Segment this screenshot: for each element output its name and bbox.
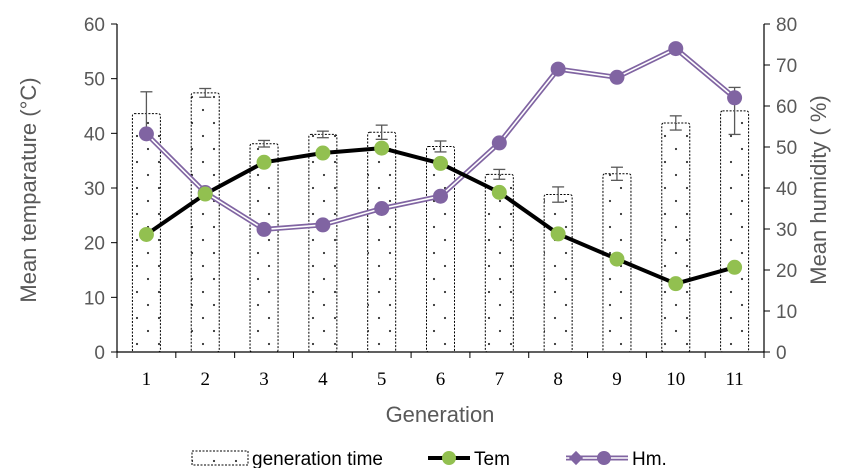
legend-marker-hm-diamond [568, 450, 584, 466]
x-tick-label-11: 11 [725, 369, 743, 390]
legend-label-generation-time: generation time [252, 449, 383, 468]
bars-layer [131, 86, 750, 353]
hm-point-7 [491, 135, 507, 151]
x-tick-label-4: 4 [318, 369, 328, 390]
x-axis-title: Generation [386, 402, 495, 427]
hm-point-9 [609, 69, 625, 85]
left-tick-label-30: 30 [84, 179, 105, 200]
left-tick-label-0: 0 [94, 343, 105, 364]
x-tick-label-5: 5 [377, 369, 387, 390]
hm-point-8 [550, 61, 566, 77]
hm-point-3 [256, 221, 272, 237]
legend-marker-hm [597, 451, 611, 465]
legend-marker-tem [442, 451, 456, 465]
right-tick-label-10: 10 [776, 302, 797, 323]
left-tick-label-50: 50 [84, 70, 105, 91]
hm-point-5 [374, 201, 390, 216]
hm-point-6 [433, 188, 448, 204]
right-tick-label-40: 40 [776, 179, 797, 200]
bar-3 [249, 143, 279, 353]
x-tick-label-6: 6 [436, 369, 446, 390]
right-tick-label-50: 50 [776, 138, 797, 159]
tem-point-1 [138, 226, 154, 242]
tem-point-3 [256, 154, 272, 170]
tem-point-9 [609, 251, 625, 267]
bar-5 [367, 131, 397, 353]
legend-swatch-generation-time [191, 450, 249, 466]
x-tick-label-9: 9 [612, 369, 622, 390]
tem-point-11 [727, 259, 743, 275]
right-tick-label-70: 70 [776, 56, 797, 77]
bar-2 [190, 92, 220, 353]
x-tick-label-1: 1 [142, 369, 152, 390]
tem-point-6 [433, 155, 448, 171]
bar-8 [543, 194, 573, 353]
hm-point-4 [315, 217, 331, 233]
lines-layer [138, 41, 743, 292]
hm-point-1 [138, 126, 154, 142]
bar-4 [308, 133, 338, 353]
x-tick-label-2: 2 [200, 369, 210, 390]
tem-point-2 [197, 186, 213, 202]
axes-layer [111, 23, 770, 358]
tem-point-7 [491, 184, 507, 200]
left-tick-label-20: 20 [84, 234, 105, 255]
left-tick-label-40: 40 [84, 124, 105, 145]
bar-6 [426, 145, 455, 353]
legend-label-tem: Tem [474, 449, 510, 468]
x-tick-label-10: 10 [666, 369, 685, 390]
tem-point-4 [315, 145, 331, 161]
tem-point-8 [550, 226, 566, 242]
right-y-axis-title: Mean humidity ( %) [806, 95, 831, 285]
right-tick-label-60: 60 [776, 97, 797, 118]
right-tick-label-30: 30 [776, 220, 797, 241]
right-tick-label-80: 80 [776, 15, 797, 36]
left-tick-label-60: 60 [84, 15, 105, 36]
tem-point-5 [374, 140, 390, 156]
hm-point-11 [727, 90, 743, 106]
bar-10 [661, 122, 691, 353]
legend-label-hm: Hm. [632, 449, 667, 468]
ticks-layer: 0 10 20 30 40 50 60 0 10 20 30 40 50 60 70 80 1 2 3 4 5 6 7 8 9 1… [84, 15, 797, 390]
right-tick-label-0: 0 [776, 343, 787, 364]
legend: generation time Tem Hm. [191, 449, 667, 468]
left-tick-label-10: 10 [84, 288, 105, 309]
x-tick-label-7: 7 [495, 369, 505, 390]
bar-11 [720, 110, 750, 353]
hm-point-10 [668, 41, 684, 57]
tem-point-10 [668, 276, 684, 292]
left-y-axis-title: Mean temparature (°C) [16, 77, 41, 302]
x-tick-label-8: 8 [553, 369, 563, 390]
right-tick-label-20: 20 [776, 261, 797, 282]
x-tick-label-3: 3 [259, 369, 269, 390]
